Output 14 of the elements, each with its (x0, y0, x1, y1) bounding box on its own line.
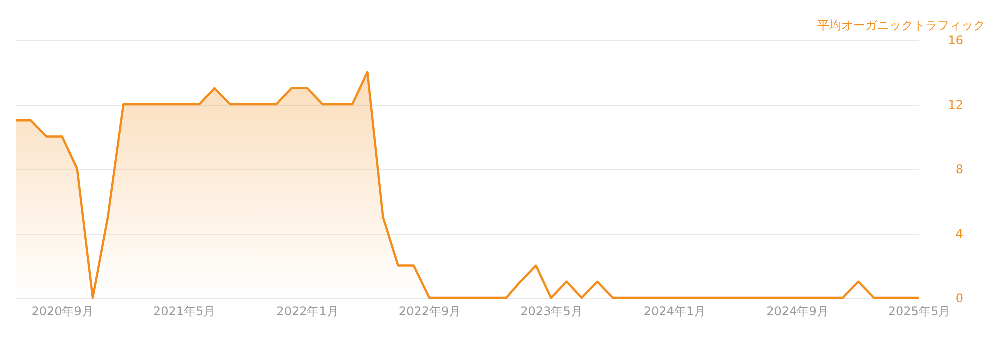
x-tick-label: 2022年1月 (276, 304, 339, 318)
x-tick-label: 2024年1月 (644, 304, 706, 318)
y-tick-label: 0 (956, 292, 964, 306)
x-tick-label: 2022年9月 (398, 304, 462, 318)
x-tick-label: 2023年5月 (520, 304, 583, 318)
x-tick-label: 2025年5月 (888, 304, 951, 318)
x-tick-label: 2021年5月 (153, 304, 216, 318)
y-axis-title: 平均オーガニックトラフィック (818, 18, 986, 32)
y-tick-label: 12 (948, 98, 964, 112)
y-tick-label: 16 (948, 34, 964, 48)
x-tick-label: 2020年9月 (32, 304, 94, 318)
y-tick-label: 8 (956, 162, 964, 176)
y-tick-label: 4 (956, 227, 964, 241)
x-tick-label: 2024年9月 (766, 304, 829, 318)
